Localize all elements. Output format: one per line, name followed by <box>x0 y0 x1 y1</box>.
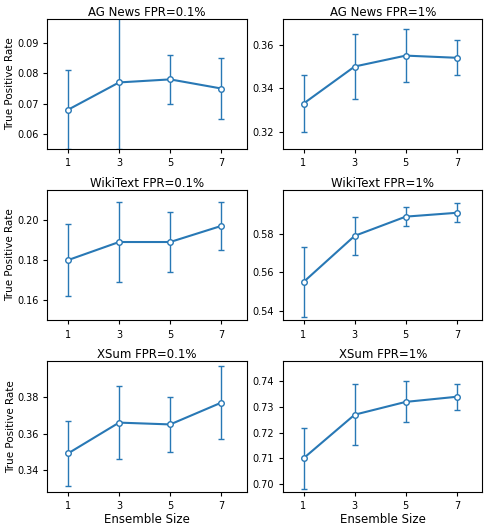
Y-axis label: True Positive Rate: True Positive Rate <box>5 209 16 302</box>
Y-axis label: True Positive Rate: True Positive Rate <box>6 380 16 472</box>
X-axis label: Ensemble Size: Ensemble Size <box>340 513 426 527</box>
Title: WikiText FPR=1%: WikiText FPR=1% <box>331 177 434 190</box>
Title: WikiText FPR=0.1%: WikiText FPR=0.1% <box>90 177 204 190</box>
Title: XSum FPR=0.1%: XSum FPR=0.1% <box>98 348 197 361</box>
Title: AG News FPR=0.1%: AG News FPR=0.1% <box>88 5 206 19</box>
Y-axis label: True Positive Rate: True Positive Rate <box>5 38 16 130</box>
X-axis label: Ensemble Size: Ensemble Size <box>104 513 190 527</box>
Title: XSum FPR=1%: XSum FPR=1% <box>339 348 427 361</box>
Title: AG News FPR=1%: AG News FPR=1% <box>329 5 436 19</box>
